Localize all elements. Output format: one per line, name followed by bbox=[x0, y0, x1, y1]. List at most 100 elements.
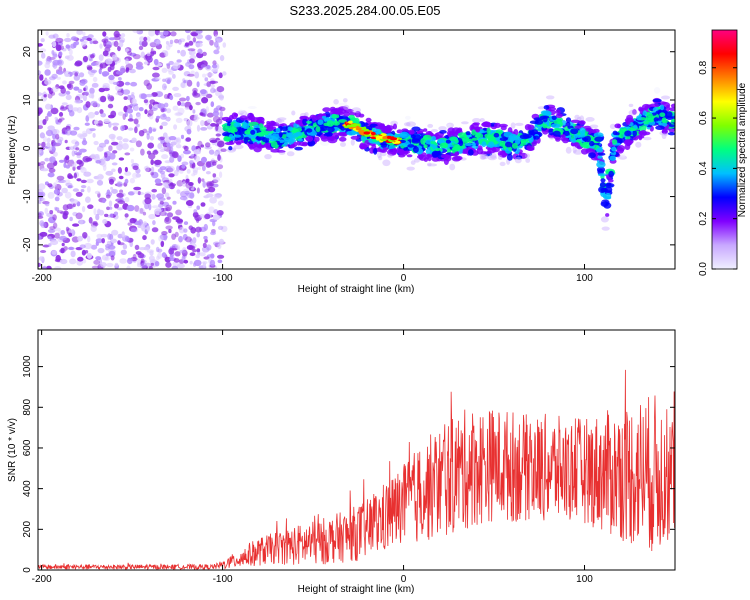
heatmap-cell bbox=[103, 118, 110, 124]
heatmap-cell bbox=[151, 166, 155, 173]
heatmap-cell bbox=[103, 40, 107, 47]
heatmap-cell bbox=[52, 214, 57, 221]
heatmap-cell bbox=[313, 136, 320, 142]
heatmap-cell bbox=[76, 159, 83, 165]
heatmap-cell bbox=[132, 190, 139, 194]
heatmap-cell bbox=[151, 188, 157, 193]
heatmap-cell bbox=[174, 251, 181, 257]
heatmap-cell bbox=[338, 119, 347, 123]
heatmap-cell bbox=[111, 188, 118, 194]
heatmap-cell bbox=[203, 256, 210, 260]
heatmap-cell bbox=[106, 206, 111, 211]
heatmap-cell bbox=[578, 120, 586, 125]
heatmap-cell bbox=[154, 178, 162, 184]
heatmap-cell bbox=[101, 161, 107, 168]
heatmap-cell bbox=[84, 85, 89, 91]
heatmap-cell bbox=[514, 122, 524, 126]
heatmap-cell bbox=[101, 238, 105, 244]
heatmap-cell bbox=[315, 114, 325, 121]
heatmap-cell bbox=[609, 123, 616, 130]
heatmap-cell bbox=[183, 221, 189, 226]
heatmap-cell bbox=[215, 118, 223, 125]
heatmap-cell bbox=[133, 186, 142, 191]
heatmap-cell bbox=[605, 213, 610, 217]
heatmap-cell bbox=[116, 80, 125, 87]
heatmap-cell bbox=[222, 125, 232, 132]
heatmap-cell bbox=[65, 128, 72, 136]
heatmap-cell bbox=[108, 176, 116, 183]
heatmap-cell bbox=[38, 256, 45, 261]
heatmap-cell bbox=[52, 59, 61, 66]
heatmap-cell bbox=[625, 135, 631, 140]
heatmap-cell bbox=[117, 200, 126, 205]
heatmap-cell bbox=[195, 226, 202, 233]
heatmap-cell bbox=[105, 244, 111, 248]
heatmap-cell bbox=[209, 39, 214, 46]
heatmap-cell bbox=[511, 142, 518, 149]
heatmap-cell bbox=[200, 108, 207, 114]
heatmap-cell bbox=[281, 134, 287, 139]
heatmap-cell bbox=[132, 165, 139, 171]
colorbar-tick-label: 0.0 bbox=[698, 262, 709, 276]
heatmap-cell bbox=[562, 137, 569, 144]
heatmap-cell bbox=[166, 196, 171, 200]
heatmap-cell bbox=[481, 154, 489, 160]
heatmap-cell bbox=[206, 72, 214, 77]
spectrogram-y-tick-label: 0 bbox=[22, 145, 33, 151]
heatmap-cell bbox=[74, 99, 82, 104]
heatmap-cell bbox=[64, 55, 70, 60]
heatmap-cell bbox=[135, 251, 142, 255]
heatmap-cell bbox=[90, 54, 95, 59]
heatmap-cell bbox=[555, 113, 563, 119]
heatmap-cell bbox=[185, 181, 194, 189]
heatmap-cell bbox=[111, 162, 118, 166]
heatmap-cell bbox=[172, 200, 177, 205]
heatmap-cell bbox=[138, 93, 146, 99]
heatmap-cell bbox=[565, 117, 572, 123]
heatmap-cell bbox=[144, 109, 148, 115]
heatmap-cell bbox=[187, 73, 195, 77]
heatmap-cell bbox=[423, 128, 428, 132]
heatmap-cell bbox=[107, 66, 112, 73]
heatmap-cell bbox=[125, 236, 130, 242]
heatmap-cell bbox=[143, 61, 149, 65]
heatmap-cell bbox=[542, 123, 548, 129]
heatmap-cell bbox=[219, 106, 226, 112]
heatmap-cell bbox=[221, 225, 228, 233]
heatmap-cell bbox=[113, 36, 121, 41]
heatmap-cell bbox=[80, 189, 85, 193]
heatmap-cell bbox=[38, 70, 42, 74]
heatmap-cell bbox=[242, 122, 250, 129]
heatmap-cell bbox=[162, 83, 167, 91]
heatmap-cell bbox=[61, 187, 68, 194]
heatmap-cell bbox=[270, 140, 278, 148]
heatmap-cell bbox=[183, 80, 187, 84]
heatmap-cell bbox=[660, 95, 671, 100]
heatmap-cell bbox=[138, 107, 144, 112]
heatmap-cell bbox=[201, 156, 207, 163]
heatmap-cell bbox=[101, 71, 110, 77]
heatmap-cell bbox=[304, 112, 309, 117]
heatmap-cell bbox=[45, 103, 52, 110]
heatmap-cell bbox=[211, 68, 219, 73]
heatmap-cell bbox=[427, 163, 438, 167]
heatmap-cell bbox=[62, 80, 67, 85]
heatmap-cell bbox=[102, 156, 107, 163]
heatmap-cell bbox=[52, 141, 58, 147]
heatmap-cell bbox=[68, 104, 74, 111]
heatmap-cell bbox=[537, 106, 545, 110]
heatmap-cell bbox=[238, 109, 244, 114]
heatmap-cell bbox=[185, 236, 192, 243]
heatmap-cell bbox=[655, 125, 665, 130]
heatmap-cell bbox=[528, 130, 534, 136]
heatmap-cell bbox=[171, 265, 179, 269]
heatmap-cell bbox=[194, 155, 201, 162]
heatmap-cell bbox=[661, 132, 667, 139]
heatmap-cell bbox=[42, 244, 50, 248]
heatmap-cell bbox=[206, 112, 214, 118]
heatmap-cell bbox=[189, 50, 192, 56]
heatmap-cell bbox=[214, 194, 222, 199]
heatmap-cell bbox=[157, 103, 166, 109]
heatmap-cell bbox=[382, 159, 391, 167]
